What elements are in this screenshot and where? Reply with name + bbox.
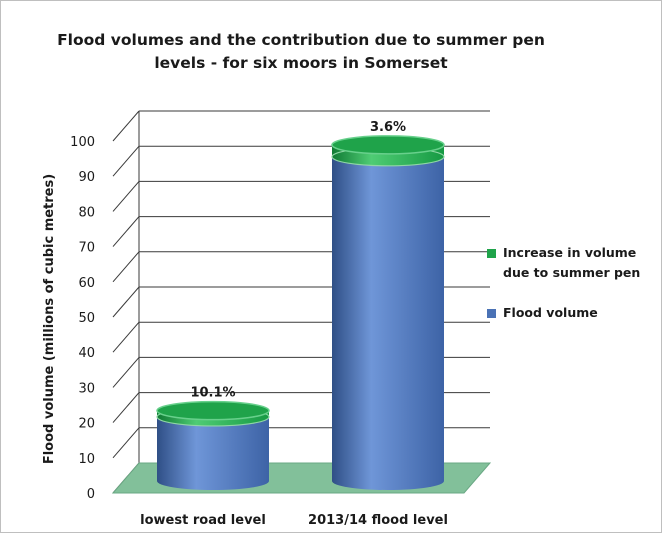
y-tick-label-100: 100 [70,135,95,150]
gridline-depth-40 [112,321,140,353]
bar-flood-volume-2013-14-flood-level [332,156,444,491]
data-label-2013-14-flood-level: 3.6% [370,120,406,135]
bars: 10.1% 3.6% [156,120,445,491]
y-tick-label-0: 0 [87,487,95,502]
x-category-label-2013-14-flood-level: 2013/14 flood level [308,513,448,528]
legend-swatch-flood-volume [487,309,496,318]
gridline-depth-20 [112,392,140,423]
y-tick-label-70: 70 [78,241,95,256]
gridline-depth-100 [112,110,140,142]
y-tick-label-20: 20 [78,417,95,432]
chart-title-line-2: levels - for six moors in Somerset [154,54,448,72]
bar-top-cap-lowest-road-level [156,400,270,421]
legend-entry-increase: Increase in volume due to summer pen [487,243,657,283]
y-tick-label-90: 90 [78,170,95,185]
gridline-depth-90 [112,145,140,177]
legend-entry-flood-volume: Flood volume [487,303,657,323]
y-tick-label-50: 50 [78,311,95,326]
gridline-depth-50 [112,286,140,318]
gridline-depth-60 [112,251,140,283]
x-category-label-lowest-road-level: lowest road level [140,513,266,528]
y-tick-label-10: 10 [78,452,95,467]
category-labels: lowest road level 2013/14 flood level [140,513,448,528]
y-tick-label-30: 30 [78,381,95,396]
bar-flood-volume-lowest-road-level [157,416,269,490]
chart-title: Flood volumes and the contribution due t… [41,29,561,75]
gridline-depth-30 [112,357,140,388]
y-axis-label: Flood volume (millions of cubic metres) [42,174,57,464]
y-tick-label-60: 60 [78,276,95,291]
y-tick-label-40: 40 [78,346,95,361]
legend-label-flood-volume: Flood volume [503,305,598,320]
legend-swatch-increase [487,249,496,258]
gridline-depth-70 [112,216,140,247]
y-axis-ticks: 0 10 20 30 40 50 60 70 80 90 100 [70,135,95,502]
legend: Increase in volume due to summer pen Flo… [487,243,657,343]
gridline-depth-80 [112,181,140,212]
legend-label-increase: Increase in volume due to summer pen [503,245,641,280]
bar-top-cap-2013-14-flood-level [331,135,445,155]
y-tick-label-80: 80 [78,205,95,220]
gridline-depth-10 [112,427,140,459]
chart-title-line-1: Flood volumes and the contribution due t… [57,31,545,49]
data-label-lowest-road-level: 10.1% [190,386,235,401]
